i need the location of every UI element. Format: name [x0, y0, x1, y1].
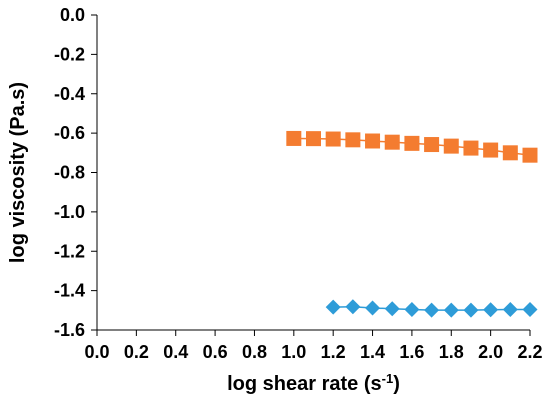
x-tick-label: 0.0 — [84, 342, 109, 362]
series-1-point — [443, 138, 459, 154]
x-tick-label: 2.2 — [517, 342, 542, 362]
series-layer — [286, 130, 538, 318]
y-tick-label: -1.2 — [54, 241, 85, 261]
series-1-point — [424, 137, 440, 153]
x-tick-label: 0.6 — [203, 342, 228, 362]
series-1-point — [463, 140, 479, 156]
series-2-point — [522, 302, 538, 318]
series-1-point — [325, 131, 341, 147]
series-2-point — [384, 301, 400, 317]
y-tick-label: -1.4 — [54, 281, 85, 301]
y-axis-title: log viscosity (Pa.s) — [7, 82, 29, 263]
x-tick-label: 1.2 — [321, 342, 346, 362]
series-1-point — [286, 130, 302, 146]
y-tick-label: -0.6 — [54, 123, 85, 143]
y-tick-label: -0.8 — [54, 163, 85, 183]
x-tick-label: 2.0 — [478, 342, 503, 362]
x-tick-label: 1.0 — [281, 342, 306, 362]
x-axis-title-superscript: -1 — [382, 371, 394, 386]
series-2-point — [443, 302, 459, 318]
y-tick-label: -1.0 — [54, 202, 85, 222]
plot-area: 0.0-0.2-0.4-0.6-0.8-1.0-1.2-1.4-1.6 0.0 0… — [54, 5, 543, 362]
series-1-point — [306, 131, 321, 147]
x-tick-label: 0.8 — [242, 342, 267, 362]
y-tick-label: -0.4 — [54, 84, 85, 104]
series-2-point — [483, 302, 499, 318]
x-axis-ticks: 0.0 0.2 0.4 0.6 0.8 1.0 1.2 1.4 1.6 1.8 2.0 2.2 — [84, 330, 543, 362]
series-1-point — [345, 132, 361, 148]
series-1-point — [365, 133, 381, 149]
series-2-point — [365, 300, 381, 316]
series-2-point — [404, 302, 420, 318]
series-2-point — [502, 302, 518, 318]
x-tick-label: 1.4 — [360, 342, 385, 362]
x-axis-title-main: log shear rate (s — [227, 373, 382, 395]
x-axis-title-suffix: ) — [393, 373, 400, 395]
y-tick-label: 0.0 — [60, 5, 85, 25]
series-1-point — [483, 142, 499, 158]
series-2-point — [345, 299, 361, 315]
series-1-point — [384, 134, 400, 150]
y-axis-ticks: 0.0 -0.2 -0.4 -0.6 -0.8 -1.0 -1.2 -1.4 -1.6 — [54, 5, 97, 340]
x-axis-title: log shear rate (s-1) — [227, 371, 400, 396]
series-2-point — [463, 302, 479, 318]
series-1-point — [404, 135, 420, 151]
y-tick-label: -0.2 — [54, 44, 85, 64]
series-1-point — [502, 145, 518, 161]
series-1-point — [522, 147, 538, 163]
series-2-point — [325, 299, 341, 315]
x-tick-label: 1.6 — [399, 342, 424, 362]
y-tick-label: -1.6 — [54, 320, 85, 340]
x-tick-label: 0.4 — [163, 342, 188, 362]
series-2-point — [424, 302, 440, 318]
x-tick-label: 0.2 — [124, 342, 149, 362]
x-tick-label: 1.8 — [439, 342, 464, 362]
